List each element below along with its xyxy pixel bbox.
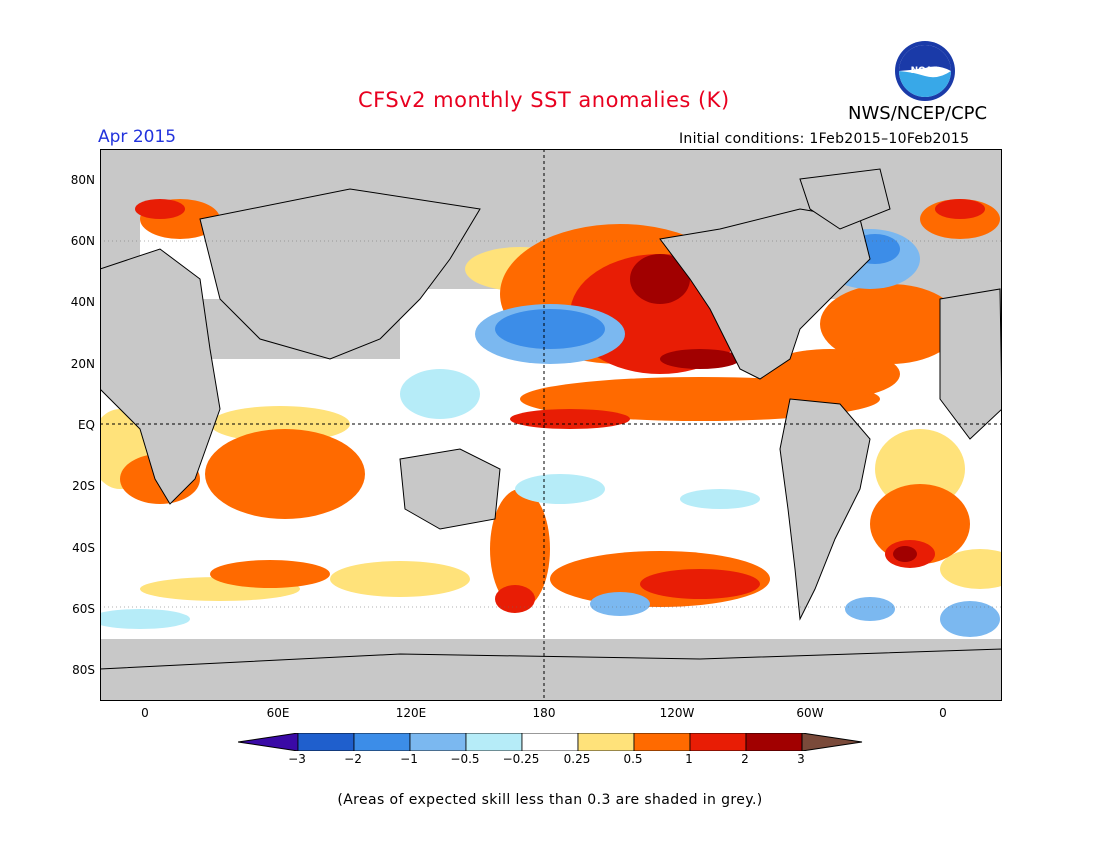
colorbar-tick-neg1: −1 [400, 752, 418, 766]
colorbar-tick-neg025: −0.25 [502, 752, 540, 766]
agency-label: NWS/NCEP/CPC [848, 103, 988, 124]
colorbar-segment [353, 733, 411, 751]
lat-label-20n: 20N [70, 357, 95, 371]
colorbar [238, 733, 863, 751]
colorbar-segment [633, 733, 691, 751]
colorbar-tick-3: 3 [797, 752, 805, 766]
colorbar-segment [689, 733, 747, 751]
skill-footnote: (Areas of expected skill less than 0.3 a… [337, 792, 763, 808]
colorbar-segment [297, 733, 355, 751]
sst-anomaly-map [100, 149, 1002, 701]
colorbar-segment-below-min [238, 733, 299, 751]
colorbar-segment [465, 733, 523, 751]
lon-label-120w: 120W [659, 706, 695, 720]
colorbar-tick-1: 1 [685, 752, 693, 766]
forecast-month: Apr 2015 [98, 127, 177, 147]
lat-label-40n: 40N [70, 295, 95, 309]
anomaly-extreme-positive [630, 254, 917, 562]
colorbar-segment [521, 733, 579, 751]
lat-label-80s: 80S [72, 663, 95, 677]
colorbar-tick-2: 2 [741, 752, 749, 766]
lon-label-120e: 120E [395, 706, 427, 720]
lat-label-60n: 60N [70, 234, 95, 248]
lon-label-60w: 60W [796, 706, 824, 720]
lon-label-180: 180 [532, 706, 556, 720]
lat-label-20s: 20S [72, 479, 95, 493]
colorbar-segment [409, 733, 467, 751]
colorbar-tick-neg3: −3 [288, 752, 306, 766]
lon-label-0: 0 [141, 706, 149, 720]
lon-label-60e: 60E [266, 706, 290, 720]
land-masses [100, 168, 1002, 701]
svg-text:NOAA: NOAA [911, 66, 940, 76]
colorbar-tick-025: 0.25 [563, 752, 591, 766]
colorbar-tick-05: 0.5 [623, 752, 643, 766]
colorbar-segment-above-max [801, 733, 863, 751]
colorbar-tick-neg05: −0.5 [450, 752, 480, 766]
initial-conditions: Initial conditions: 1Feb2015–10Feb2015 [679, 131, 970, 147]
lat-label-eq: EQ [77, 418, 95, 432]
colorbar-segment [577, 733, 635, 751]
map-title: CFSv2 monthly SST anomalies (K) [358, 88, 730, 112]
colorbar-segment [745, 733, 803, 751]
lat-label-40s: 40S [72, 541, 95, 555]
anomaly-weak-negative [100, 369, 760, 629]
lat-label-80n: 80N [70, 173, 95, 187]
lat-label-60s: 60S [72, 602, 95, 616]
map-frame [100, 149, 1002, 701]
lon-label-0-east: 0 [939, 706, 947, 720]
noaa-logo-icon: NOAA [895, 41, 955, 101]
colorbar-tick-neg2: −2 [344, 752, 362, 766]
